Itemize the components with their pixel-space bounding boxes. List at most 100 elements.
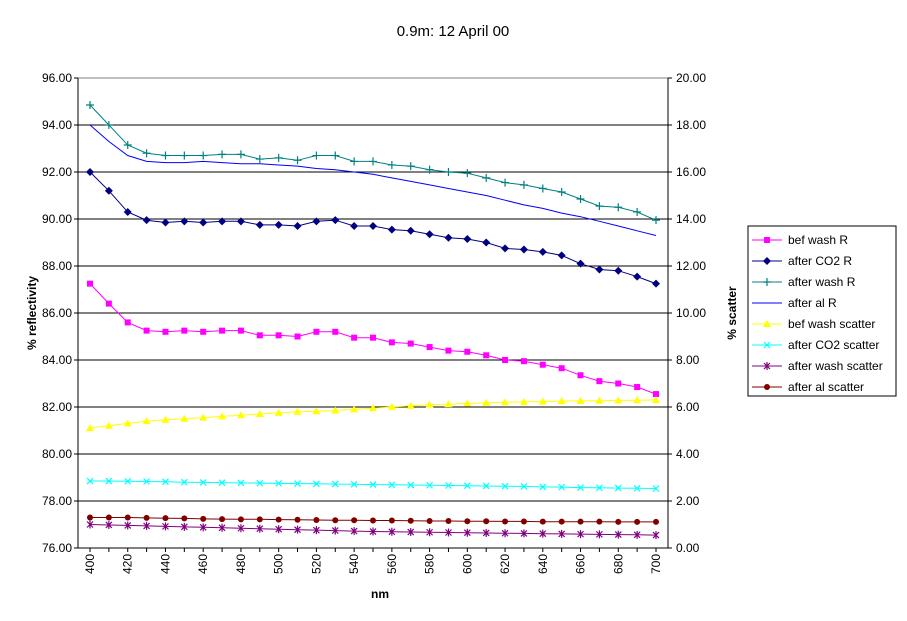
data-point	[406, 226, 415, 235]
data-point	[539, 483, 547, 491]
data-point	[539, 518, 546, 525]
data-point	[87, 514, 93, 521]
data-point	[463, 169, 472, 178]
data-point	[577, 372, 584, 379]
data-point	[294, 480, 301, 488]
data-point	[369, 222, 377, 231]
data-point	[312, 217, 321, 226]
data-point	[218, 412, 227, 420]
data-point	[463, 234, 472, 243]
data-point	[482, 173, 491, 182]
data-point	[123, 419, 132, 427]
data-point	[445, 528, 452, 537]
data-point	[200, 328, 207, 335]
data-point	[633, 207, 642, 216]
left-tick-label: 90.00	[42, 212, 72, 226]
series-after-wash-r	[86, 101, 660, 225]
data-point	[143, 478, 151, 485]
series-after-co2-r	[86, 168, 660, 288]
left-tick-label: 84.00	[42, 353, 72, 367]
legend-item: bef wash R	[752, 233, 848, 247]
data-point	[255, 155, 264, 164]
data-point	[332, 517, 339, 524]
data-point	[162, 328, 169, 335]
x-tick-label: 520	[309, 554, 323, 574]
legend-item: after wash R	[752, 275, 856, 289]
x-tick-label: 680	[611, 554, 625, 574]
left-tick-label: 92.00	[42, 165, 72, 179]
data-point	[595, 265, 604, 274]
data-point	[634, 384, 641, 391]
chart-title: 0.9m: 12 April 00	[397, 23, 510, 40]
data-point	[482, 238, 491, 247]
data-point	[86, 168, 94, 176]
data-point	[124, 514, 131, 521]
x-tick-label: 440	[158, 554, 172, 574]
data-point	[162, 515, 169, 522]
data-point	[87, 280, 93, 287]
data-point	[425, 400, 434, 408]
data-point	[519, 397, 528, 405]
data-point	[557, 251, 566, 260]
data-point	[124, 319, 131, 326]
data-point	[255, 220, 264, 229]
legend-swatch-marker	[764, 384, 770, 390]
x-tick-label: 560	[385, 554, 399, 574]
data-point	[426, 517, 433, 524]
data-point	[313, 517, 320, 524]
data-point	[501, 482, 509, 490]
data-point	[652, 279, 660, 288]
data-point	[444, 168, 453, 176]
data-point	[444, 233, 453, 242]
data-point	[633, 484, 641, 492]
data-point	[369, 404, 377, 412]
data-point	[142, 417, 151, 425]
data-point	[274, 220, 283, 229]
data-point	[199, 151, 208, 160]
data-point	[237, 524, 245, 533]
data-point	[199, 479, 207, 486]
data-point	[86, 520, 94, 529]
data-point	[274, 153, 283, 162]
legend-item: after al R	[752, 296, 837, 310]
legend-label: after CO2 R	[788, 254, 852, 268]
legend-swatch-marker	[763, 257, 771, 265]
data-point	[652, 216, 660, 225]
x-axis: 400 420 440 460 480 500 520 540 560 580 600 620 640 6…	[78, 547, 668, 574]
data-point	[180, 151, 189, 160]
x-axis-title: nm	[371, 587, 389, 601]
data-point	[218, 150, 227, 159]
data-point	[312, 526, 320, 535]
data-point	[614, 484, 622, 492]
data-point	[331, 216, 340, 225]
data-point	[615, 380, 622, 387]
x-tick-label: 420	[121, 554, 135, 574]
data-point	[312, 151, 321, 160]
data-point	[162, 478, 169, 486]
legend-label: after al R	[788, 296, 837, 310]
data-point	[634, 518, 641, 525]
data-point	[558, 483, 566, 491]
x-tick-label: 500	[272, 554, 286, 574]
right-tick-label: 10.00	[676, 306, 706, 320]
data-point	[274, 408, 283, 416]
data-point	[293, 156, 302, 165]
data-point	[236, 411, 245, 419]
data-point	[312, 480, 320, 488]
data-point	[180, 478, 188, 486]
data-point	[256, 479, 264, 487]
data-point	[123, 140, 132, 149]
data-point	[502, 357, 509, 363]
data-point	[104, 421, 113, 429]
series-after-co2-scatter	[86, 477, 660, 492]
data-point	[387, 225, 396, 234]
data-point	[350, 527, 358, 536]
right-axis-title: % scatter	[725, 286, 739, 340]
data-point	[633, 530, 641, 539]
data-point	[105, 520, 113, 529]
data-point	[519, 245, 528, 254]
data-point	[577, 484, 584, 492]
data-point	[596, 378, 603, 385]
data-point	[180, 217, 189, 226]
data-point	[219, 516, 226, 523]
